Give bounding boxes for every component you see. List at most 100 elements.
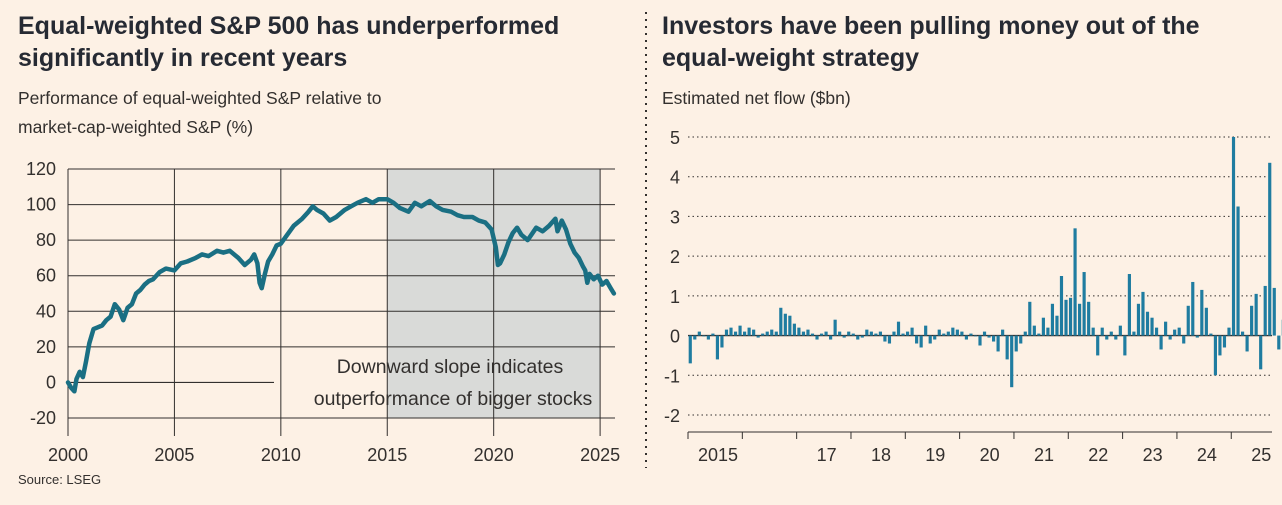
source-note: Source: LSEG [18, 472, 102, 487]
flow-bar [1277, 335, 1281, 350]
x-tick-label: 20 [980, 445, 1000, 465]
flow-bar [878, 331, 882, 336]
flow-bar [856, 335, 860, 340]
flow-bar [1041, 317, 1045, 336]
flow-bar [792, 323, 796, 336]
y-tick-label: 2 [670, 247, 680, 267]
flow-bar [1028, 301, 1032, 336]
flow-bar [969, 333, 973, 336]
flow-bar [865, 329, 869, 336]
flow-bar [946, 331, 950, 336]
y-tick-label: 40 [36, 301, 56, 321]
x-tick-label: 2010 [261, 445, 301, 465]
flow-bar [1200, 289, 1204, 336]
flow-bar [774, 331, 778, 336]
left-subtitle-line-1: Performance of equal-weighted S&P relati… [18, 88, 382, 108]
flow-bar [693, 335, 697, 340]
flow-bar [819, 333, 824, 336]
flow-bar [752, 329, 756, 336]
x-tick-label: 22 [1088, 445, 1108, 465]
flow-bar [1145, 311, 1150, 336]
flow-bar [715, 335, 720, 360]
flow-bar [1091, 327, 1095, 336]
flow-bar [1001, 329, 1005, 336]
flow-bar [1064, 299, 1068, 336]
left-chart-title: Equal-weighted S&P 500 has underperforme… [18, 10, 638, 74]
flow-bar [1227, 327, 1231, 336]
x-tick-label: 19 [925, 445, 945, 465]
flow-bar [1259, 335, 1263, 370]
x-tick-label: 2000 [48, 445, 88, 465]
flow-bar [688, 335, 692, 364]
left-title-line-1: Equal-weighted S&P 500 has underperforme… [18, 12, 560, 40]
flow-bar [702, 335, 706, 337]
left-chart-subtitle: Performance of equal-weighted S&P relati… [18, 84, 638, 142]
flow-bar [987, 335, 991, 338]
flow-bar [1195, 335, 1199, 338]
flow-bar [1123, 335, 1127, 356]
y-tick-label: -2 [664, 406, 680, 426]
flow-bar [747, 327, 751, 336]
flow-bar [982, 331, 987, 336]
y-tick-label: 3 [670, 207, 680, 227]
y-tick-label: 80 [36, 230, 56, 250]
flow-bar [937, 329, 941, 336]
right-chart-subtitle: Estimated net flow ($bn) [662, 88, 851, 108]
flow-bar [806, 329, 810, 336]
y-tick-label: 4 [670, 168, 680, 188]
flow-bar [1019, 335, 1023, 344]
flow-bar [1177, 327, 1181, 336]
y-tick-label: 0 [670, 327, 680, 347]
y-tick-label: 100 [26, 195, 56, 215]
flow-bar [743, 331, 747, 336]
flow-bar [797, 327, 801, 336]
flow-bar [887, 335, 892, 344]
flow-bar [788, 315, 792, 336]
flow-bar [815, 335, 819, 340]
x-tick-label: 25 [1251, 445, 1271, 465]
flow-bar [1114, 335, 1118, 340]
flow-bar [1245, 335, 1249, 352]
flow-bar [1037, 333, 1041, 336]
x-tick-label: 2005 [154, 445, 194, 465]
flow-bar [1032, 325, 1036, 336]
flow-bar [842, 335, 846, 338]
flow-bar [992, 335, 996, 342]
flow-bar [896, 321, 901, 336]
flow-bar [1055, 315, 1059, 336]
flow-bar [1014, 335, 1018, 352]
flow-bar [1100, 327, 1104, 336]
flow-bar [1005, 335, 1009, 360]
flow-bar [924, 325, 928, 336]
x-tick-label: 23 [1143, 445, 1163, 465]
flow-bar [847, 331, 851, 336]
flow-bar [1059, 276, 1064, 336]
x-tick-label: 2020 [474, 445, 514, 465]
x-tick-label: 2015 [698, 445, 738, 465]
flow-bar [874, 333, 878, 336]
flow-bar [1073, 228, 1077, 336]
flow-bar [711, 333, 715, 336]
right-title-line-1: Investors have been pulling money out of… [662, 12, 1200, 40]
flow-bar [951, 327, 955, 336]
flow-bar [1254, 293, 1258, 336]
right-title-line-2: equal-weight strategy [662, 44, 919, 72]
y-tick-label: 0 [46, 372, 56, 392]
flow-bar [1105, 335, 1109, 340]
left-subtitle-line-2: market-cap-weighted S&P (%) [18, 117, 254, 137]
flow-bar [905, 331, 910, 336]
flow-bar [942, 333, 946, 336]
flow-bar [964, 335, 968, 340]
flow-bar [1231, 137, 1236, 336]
flow-bar [783, 313, 787, 336]
y-tick-label: 60 [36, 266, 56, 286]
flow-bar [869, 331, 873, 336]
flow-bar [706, 335, 710, 340]
flow-bar [1010, 335, 1014, 388]
flow-bar [860, 335, 864, 338]
flow-bar [720, 335, 724, 348]
left-title-line-2: significantly in recent years [18, 44, 348, 72]
flow-bar [910, 327, 914, 336]
flow-bar [829, 335, 833, 340]
